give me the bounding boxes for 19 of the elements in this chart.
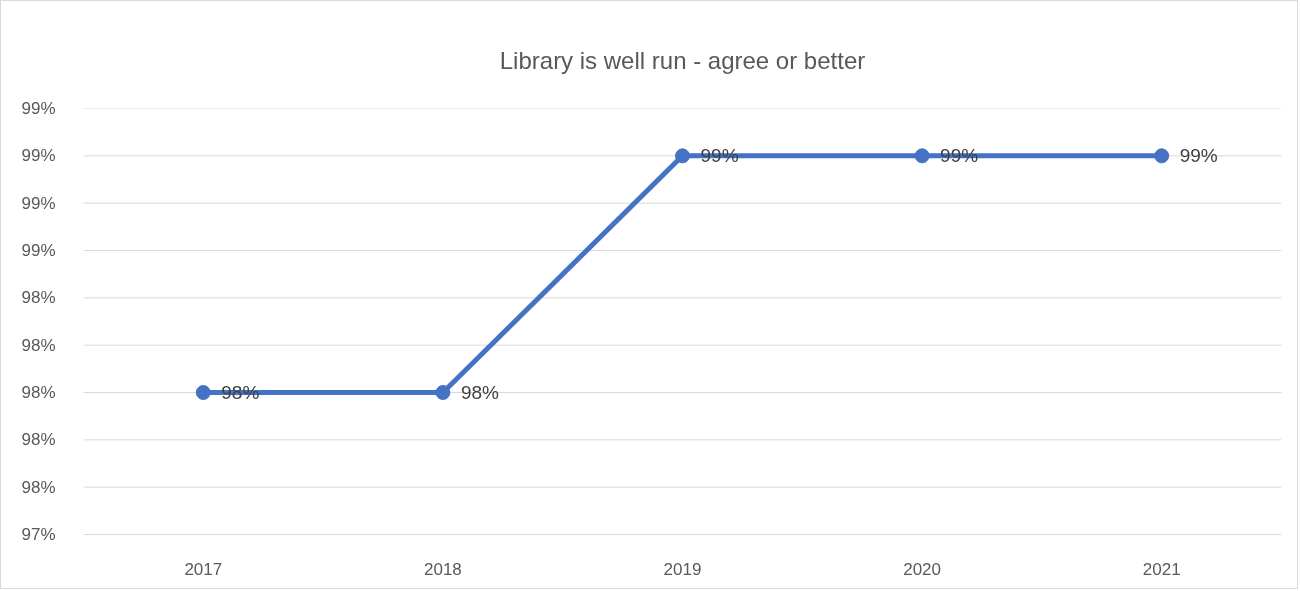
data-label: 99% — [1179, 145, 1218, 167]
data-label: 98% — [460, 382, 500, 403]
y-tick-label: 98% — [21, 430, 56, 450]
y-tick-label: 99% — [21, 99, 56, 118]
y-tick-label: 99% — [21, 241, 56, 260]
y-tick-label: 99% — [21, 193, 56, 213]
x-tick-label: 2020 — [903, 559, 942, 579]
y-tick-label: 98% — [21, 477, 56, 497]
x-tick-label: 2021 — [1142, 559, 1181, 579]
y-tick-label: 98% — [21, 288, 56, 308]
x-tick-label: 2017 — [184, 559, 223, 579]
x-tick-label: 2018 — [423, 559, 462, 579]
y-tick-label: 97% — [21, 525, 56, 544]
x-tick-label: 2019 — [663, 559, 702, 579]
y-tick-label: 99% — [21, 146, 56, 166]
chart-title: Library is well run - agree or better — [499, 46, 866, 74]
y-tick-label: 98% — [21, 383, 56, 402]
data-label: 98% — [221, 382, 260, 403]
y-tick-label: 98% — [21, 335, 56, 355]
